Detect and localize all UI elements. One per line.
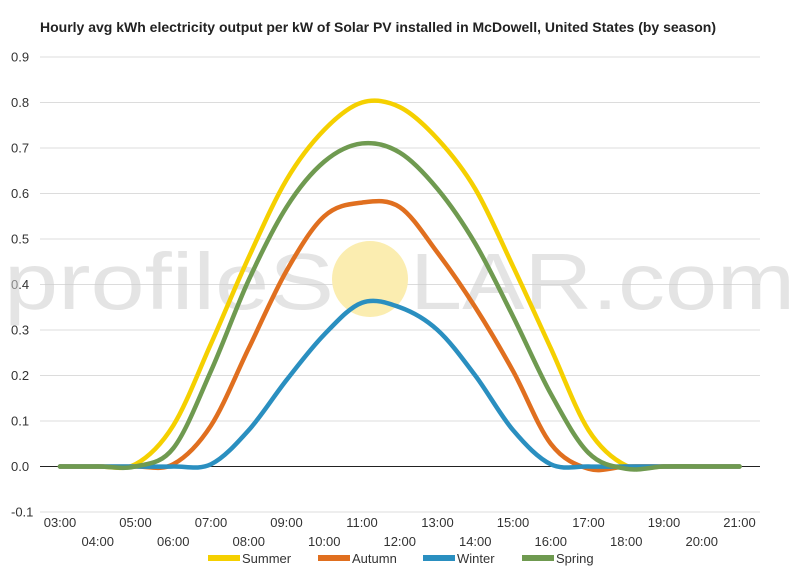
x-tick-label: 20:00 [685,534,718,549]
x-tick-label: 09:00 [270,515,303,530]
legend: Summer Autumn Winter Spring [208,551,594,566]
x-tick-label: 10:00 [308,534,341,549]
series-line-summer [57,98,742,471]
watermark-text-right: LAR.com [410,237,795,326]
x-tick-label: 07:00 [195,515,228,530]
x-tick-label: 16:00 [534,534,567,549]
y-tick-label: 0.6 [11,186,29,201]
legend-label-spring: Spring [556,551,594,566]
x-tick-label: 18:00 [610,534,643,549]
x-tick-label: 05:00 [119,515,152,530]
x-tick-label: 17:00 [572,515,605,530]
x-tick-label: 11:00 [346,515,378,530]
y-tick-label: 0.1 [11,414,29,429]
legend-label-summer: Summer [242,551,292,566]
y-tick-label: 0.5 [11,232,29,247]
x-tick-label: 15:00 [497,515,530,530]
legend-swatch-spring [522,555,554,561]
y-tick-label: 0.8 [11,95,29,110]
y-axis-ticks: -0.1 0.0 0.1 0.2 0.3 0.4 0.5 0.6 0.7 0.8 0.9 [11,50,33,520]
legend-swatch-winter [423,555,455,561]
y-tick-label: 0.4 [11,277,29,292]
y-tick-label: 0.7 [11,141,29,156]
grid-lines [40,56,760,513]
x-tick-label: 14:00 [459,534,492,549]
series-line-spring [57,140,742,472]
x-tick-label: 04:00 [81,534,114,549]
x-tick-label: 21:00 [723,515,756,530]
legend-label-winter: Winter [457,551,495,566]
y-tick-label: 0.2 [11,368,29,383]
chart-title: Hourly avg kWh electricity output per kW… [40,19,717,35]
legend-swatch-autumn [318,555,350,561]
y-tick-label: 0.0 [11,459,29,474]
x-tick-label: 08:00 [232,534,265,549]
x-tick-label: 12:00 [383,534,416,549]
y-tick-label: -0.1 [11,505,33,520]
watermark-text-left: profileS [4,237,334,326]
x-tick-label: 19:00 [648,515,681,530]
x-axis-ticks: 03:00 04:00 05:00 06:00 07:00 08:00 09:00 10:00… [44,515,756,549]
x-tick-label: 13:00 [421,515,454,530]
series-lines [57,98,742,473]
x-tick-label: 06:00 [157,534,190,549]
y-tick-label: 0.3 [11,323,29,338]
y-tick-label: 0.9 [11,50,29,65]
watermark-sun [332,241,408,317]
watermark: profileS LAR.com [4,237,795,326]
legend-label-autumn: Autumn [352,551,397,566]
x-tick-label: 03:00 [44,515,77,530]
legend-swatch-summer [208,555,240,561]
